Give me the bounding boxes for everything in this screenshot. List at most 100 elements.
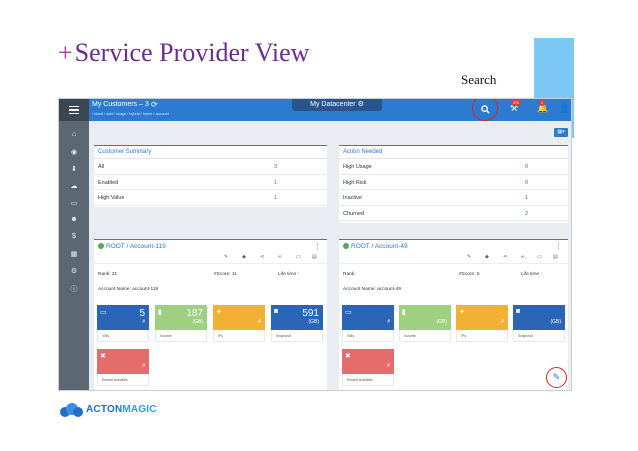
status-dot-icon — [98, 243, 104, 249]
dashboard-icon[interactable]: ◉ — [70, 149, 78, 156]
tile-unit: # — [142, 363, 145, 369]
cloud-icon[interactable]: ☁ — [70, 183, 78, 190]
account-right-title[interactable]: ROOT / Account-49 — [351, 243, 408, 250]
settings-icon[interactable]: ⚙ — [70, 268, 78, 275]
tile-unit: (GB) — [550, 319, 561, 325]
wand-icon[interactable]: ✎ — [467, 254, 472, 260]
datacenter-tab[interactable]: My Datacenter ⚙ — [292, 99, 382, 111]
download-icon[interactable]: ⬇ — [71, 166, 77, 173]
bell-icon[interactable]: 🔔 — [537, 103, 549, 113]
chat-assistant-button[interactable]: ✎ — [546, 367, 567, 388]
customers-title[interactable]: My Customers – 3 — [92, 101, 149, 108]
close-icon: ✖ — [345, 353, 351, 360]
account-right-rank: Rank: — [343, 272, 356, 277]
summary-row[interactable]: High Value 1 — [94, 190, 327, 206]
gear-icon[interactable]: ⚙ — [357, 101, 364, 108]
users-icon[interactable]: ☻ — [70, 216, 78, 223]
account-right-header[interactable]: ROOT / Account-49 ⋮ — [339, 240, 568, 253]
tile-unit: # — [387, 319, 390, 325]
account-left-title[interactable]: ROOT / Account-119 — [106, 243, 166, 250]
datacenter-label: My Datacenter — [310, 101, 356, 108]
account-left-score: #Score: 11 — [214, 272, 237, 277]
chart-icon[interactable]: ▤ — [312, 254, 317, 260]
file-icon: ▮ — [402, 309, 406, 316]
customer-summary-title: Customer Summary — [94, 146, 327, 159]
cards-icon[interactable]: ▭ — [537, 254, 542, 260]
bell-badge: 4 — [539, 100, 545, 106]
slide-title: +Service Provider View — [58, 38, 309, 68]
tile-snapshot[interactable]: ◙ 591 (GB) — [271, 305, 323, 330]
tile-vms[interactable]: ▭ 5 # — [97, 305, 149, 330]
action-row[interactable]: Churned 2 — [339, 206, 568, 221]
file-icon: ▮ — [158, 309, 162, 316]
dollar-icon[interactable]: $ — [72, 233, 76, 240]
title-text: Service Provider View — [74, 38, 310, 67]
tile-label: Snapshot — [513, 330, 565, 342]
action-needed-panel: Action Needed High Usage 0 High Risk 0 Ina… — [339, 145, 568, 223]
tile-unit: (GB) — [436, 319, 447, 325]
tile-recent-activities[interactable]: ✖ # — [342, 349, 394, 374]
row-label: Enabled — [98, 179, 119, 186]
account-right-score: #Score: 5 — [459, 272, 480, 277]
action-row[interactable]: Inactive 1 — [339, 190, 568, 206]
tile-volume[interactable]: ▮ (GB) — [399, 305, 451, 330]
action-row[interactable]: High Risk 0 — [339, 175, 568, 190]
action-needed-title: Action Needed — [339, 146, 568, 159]
tile-snapshot[interactable]: ◙ (GB) — [513, 305, 565, 330]
calendar-dropdown-button[interactable]: ▦▾ — [554, 128, 568, 137]
search-highlight-circle — [472, 99, 498, 121]
kebab-menu-icon[interactable]: ⋮ — [555, 244, 562, 251]
monitor-icon[interactable]: ▭ — [70, 200, 78, 207]
tile-ips[interactable]: ✦ # — [456, 305, 508, 330]
tag-icon[interactable]: ◆ — [485, 254, 489, 260]
top-bar: My Customers – 3 ⟳ / cloud / add / usage… — [59, 99, 571, 121]
link-icon[interactable]: ∞ — [521, 254, 525, 260]
share-icon[interactable]: ⋖ — [260, 254, 265, 260]
wand-icon[interactable]: ✎ — [224, 254, 229, 260]
row-value[interactable]: 1 — [274, 179, 278, 186]
link-icon[interactable]: ∞ — [278, 254, 282, 260]
account-right-name: Account Name: account-49 — [343, 287, 401, 292]
account-left-lifetime: Life time : — [278, 272, 299, 277]
tile-label: VMs — [97, 330, 149, 342]
breadcrumb: / cloud / add / usage / hybrid / home / … — [92, 112, 169, 116]
kebab-menu-icon[interactable]: ⋮ — [314, 244, 321, 251]
tile-volume[interactable]: ▮ 187 (GB) — [155, 305, 207, 330]
cards-icon[interactable]: ▭ — [296, 254, 301, 260]
row-value[interactable]: 0 — [525, 179, 529, 186]
tile-recent-activities[interactable]: ✖ # — [97, 349, 149, 374]
tile-unit: # — [142, 319, 145, 325]
user-icon[interactable]: 👤 — [559, 103, 571, 113]
tile-unit: # — [258, 319, 261, 325]
row-value[interactable]: 3 — [274, 164, 278, 170]
row-value[interactable]: 0 — [525, 164, 529, 170]
action-row[interactable]: High Usage 0 — [339, 159, 568, 175]
account-left-name: Account Name: account-119 — [98, 287, 159, 292]
account-card-left: ROOT / Account-119 ⋮ ✎ ◆ ⋖ ∞ ▭ ▤ Rank: 31… — [94, 239, 327, 390]
tile-unit: (GB) — [192, 319, 203, 325]
tools-icon[interactable]: ⚒ — [510, 103, 519, 113]
row-value[interactable]: 2 — [525, 210, 529, 217]
share-icon[interactable]: ⋖ — [503, 254, 508, 260]
summary-row[interactable]: All 3 — [94, 159, 327, 175]
tag-icon[interactable]: ◆ — [242, 254, 246, 260]
ip-icon: ✦ — [459, 309, 465, 316]
menu-icon[interactable] — [59, 99, 89, 121]
calendar-icon[interactable]: ▦ — [70, 251, 78, 258]
tile-ips[interactable]: ✦ # — [213, 305, 265, 330]
search-callout-label: Search — [461, 72, 497, 87]
account-left-header[interactable]: ROOT / Account-119 ⋮ — [94, 240, 327, 253]
row-value[interactable]: 1 — [525, 195, 529, 201]
info-icon[interactable]: ⓘ — [70, 286, 78, 293]
tile-value: 591 — [302, 308, 319, 319]
home-icon[interactable]: ⌂ — [71, 131, 77, 138]
row-value[interactable]: 1 — [274, 195, 278, 201]
refresh-icon[interactable]: ⟳ — [151, 100, 158, 109]
logo-text: ACTONMAGIC — [86, 404, 157, 415]
tile-label: Snapshot — [271, 330, 323, 342]
ip-icon: ✦ — [216, 309, 222, 316]
row-label: All — [98, 164, 105, 170]
tile-vms[interactable]: ▭ # — [342, 305, 394, 330]
chart-icon[interactable]: ▤ — [553, 254, 558, 260]
summary-row[interactable]: Enabled 1 — [94, 175, 327, 190]
